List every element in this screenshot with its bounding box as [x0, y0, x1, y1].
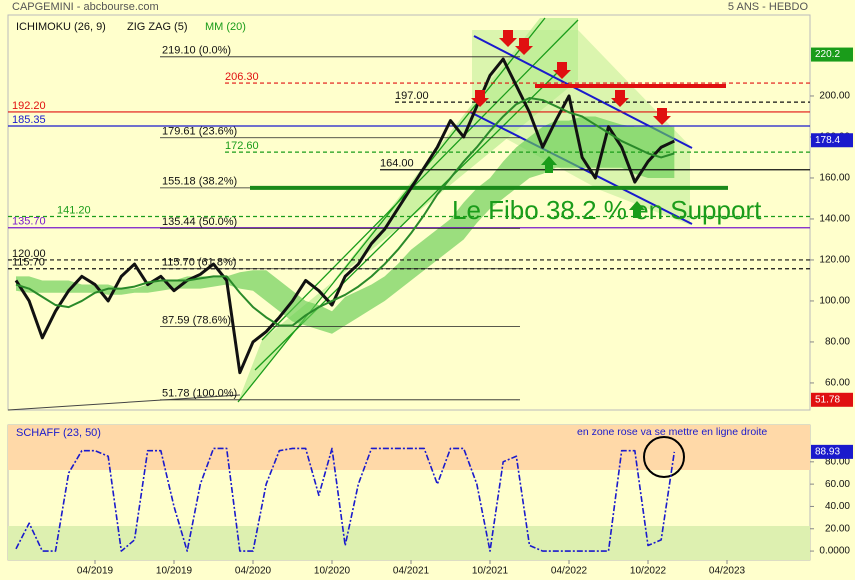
fibo-label: 155.18 (38.2%) [162, 176, 237, 188]
annotation: en zone rose va se mettre en ligne droit… [577, 426, 767, 438]
schaff-green-zone [8, 526, 810, 560]
y-tick-label: 0.0000 [819, 546, 850, 557]
down-arrow [499, 30, 517, 47]
level-label: 197.00 [395, 90, 429, 102]
highlight-circle [643, 436, 685, 478]
down-arrow [515, 38, 533, 55]
level-label: 192.20 [12, 100, 46, 112]
y-tick-label: 40.00 [825, 501, 850, 512]
fibo-label: 179.61 (23.6%) [162, 126, 237, 138]
level-label: 172.60 [225, 140, 259, 152]
up-arrows [541, 156, 645, 218]
level-label: 120.00 [12, 248, 46, 260]
fibo-label: 115.70 (61.8%) [162, 257, 236, 269]
y-tick-label: 120.00 [819, 255, 850, 266]
value-box [811, 47, 853, 62]
down-arrow [611, 90, 629, 107]
value-box [811, 392, 853, 407]
legend-entry: SCHAFF (23, 50) [16, 427, 101, 439]
value-box-label: 88.93 [815, 446, 840, 457]
x-tick-label: 10/2019 [156, 566, 193, 577]
y-tick-label: 60.00 [825, 479, 850, 490]
x-tick-label: 10/2021 [472, 566, 509, 577]
value-box-label: 51.78 [815, 394, 840, 405]
x-tick-label: 04/2020 [235, 566, 272, 577]
series-line [15, 97, 675, 327]
level-label: 141.20 [57, 204, 91, 216]
up-arrow [541, 156, 557, 173]
down-arrow [471, 90, 489, 107]
series-line [14, 57, 675, 375]
x-tick-label: 10/2020 [314, 566, 351, 577]
down-arrow [553, 62, 571, 79]
y-tick-label: 160.00 [819, 173, 850, 184]
ichimoku-cloud [16, 116, 675, 334]
down-channel-line [469, 111, 693, 225]
y-tick-label: 20.00 [825, 523, 850, 534]
x-tick-label: 04/2021 [393, 566, 430, 577]
x-tick-label: 10/2022 [630, 566, 667, 577]
value-box-label: 178.4 [815, 135, 840, 146]
schaff-pink-zone [8, 425, 810, 470]
level-label: 185.35 [12, 114, 46, 126]
fibo-label: 135.44 (50.0%) [162, 216, 237, 228]
level-label: 206.30 [225, 71, 259, 83]
y-tick-label: 80.00 [825, 456, 850, 467]
x-tick-label: 04/2022 [551, 566, 588, 577]
fibo-label: 219.10 (0.0%) [162, 45, 231, 57]
value-box [811, 444, 853, 459]
annotation: Le Fibo 38.2 % en Support [452, 195, 762, 225]
level-label: 115.70 [12, 257, 45, 269]
y-tick-label: 60.00 [825, 378, 850, 389]
x-tick-label: 04/2023 [709, 566, 746, 577]
x-tick-label: 04/2019 [77, 566, 114, 577]
level-label: 164.00 [380, 158, 414, 170]
y-tick-label: 140.00 [819, 214, 850, 225]
y-tick-label: 80.00 [825, 337, 850, 348]
chart-title: CAPGEMINI - abcbourse.com [12, 1, 159, 13]
value-box-label: 220.2 [815, 49, 840, 60]
legend-entry: ZIG ZAG (5) [127, 21, 188, 33]
y-tick-label: 100.00 [819, 296, 850, 307]
up-arrow [629, 201, 645, 218]
fibo-label: 87.59 (78.6%) [162, 314, 231, 326]
down-arrow [653, 108, 671, 125]
level-label: 135.70 [12, 216, 46, 228]
chart-subtitle: 5 ANS - HEBDO [728, 1, 809, 13]
fibo-label: 51.78 (100.0%) [162, 388, 237, 400]
trend-line [7, 394, 241, 411]
legend-entry: ICHIMOKU (26, 9) [16, 21, 106, 33]
value-box [811, 133, 853, 148]
legend-entry: MM (20) [205, 21, 246, 33]
arrows [471, 30, 671, 125]
y-tick-label: 200.00 [819, 91, 850, 102]
channel-line [237, 17, 546, 403]
